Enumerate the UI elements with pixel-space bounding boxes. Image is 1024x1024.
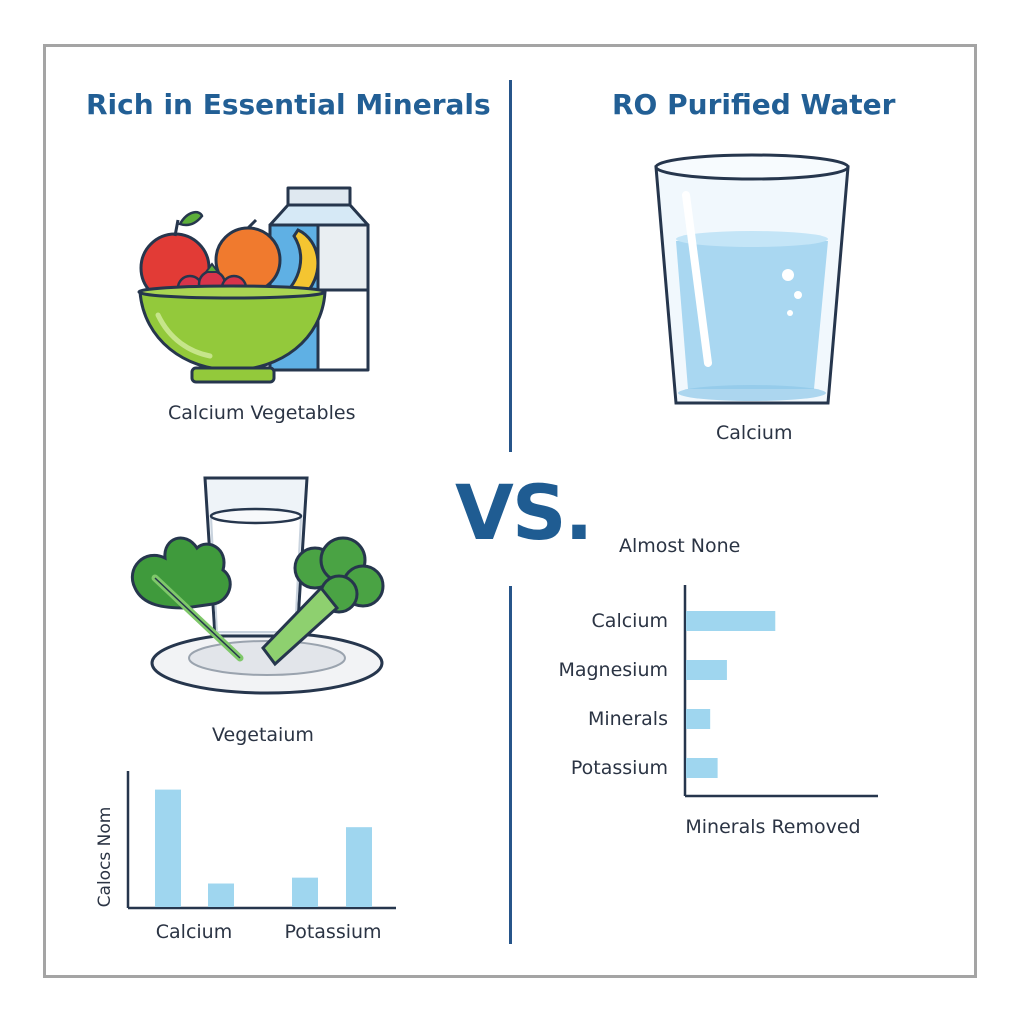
right-title: RO Purified Water (612, 88, 896, 121)
right-chart-bar-minerals (686, 709, 711, 729)
water-glass-icon (654, 153, 850, 405)
left-chart-bar-4 (346, 827, 372, 907)
caption-vegetaium: Vegetaium (212, 724, 314, 746)
left-chart-ylabel: Calocs Nom (95, 807, 115, 908)
left-title: Rich in Essential Minerals (86, 88, 491, 121)
right-bar-chart: Calcium Magnesium Minerals Potassium Minera… (558, 585, 878, 838)
left-bar-chart: Calocs Nom Calcium Potassium (95, 771, 396, 943)
left-chart-tick-potassium: Potassium (284, 921, 381, 943)
right-chart-label-potassium: Potassium (571, 757, 668, 779)
almost-none-label: Almost None (619, 535, 741, 557)
right-chart-label-calcium: Calcium (592, 610, 668, 632)
right-chart-bar-magnesium (686, 660, 727, 680)
right-chart-label-magnesium: Magnesium (558, 659, 668, 681)
left-chart-bar-2 (208, 883, 234, 907)
vs-label: VS. (455, 468, 593, 557)
divider-bottom (509, 586, 512, 944)
right-chart-bar-potassium (686, 758, 718, 778)
fruit-bowl-milk-carton-icon (137, 186, 370, 384)
milk-glass-greens-plate-icon (130, 476, 385, 695)
divider-top (509, 80, 512, 452)
right-chart-label-minerals: Minerals (588, 708, 668, 730)
caption-calcium-vegetables: Calcium Vegetables (168, 402, 356, 424)
left-chart-bar-3 (292, 877, 318, 907)
right-chart-xlabel: Minerals Removed (685, 816, 860, 838)
caption-calcium-glass: Calcium (716, 422, 793, 444)
left-chart-tick-calcium: Calcium (156, 921, 232, 943)
right-chart-bar-calcium (686, 611, 776, 631)
left-chart-bar-1 (155, 789, 181, 907)
